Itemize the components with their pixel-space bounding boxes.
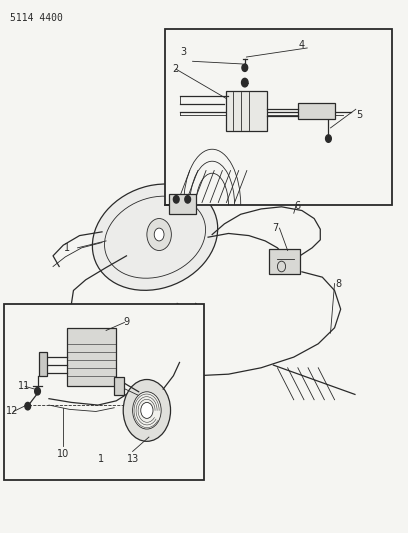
Circle shape xyxy=(140,356,158,379)
Text: 11: 11 xyxy=(18,382,30,391)
Text: 1: 1 xyxy=(64,243,71,253)
Circle shape xyxy=(173,196,179,203)
Bar xyxy=(4,304,204,480)
Text: 3: 3 xyxy=(180,47,187,57)
Circle shape xyxy=(25,402,31,410)
Text: 13: 13 xyxy=(126,455,139,464)
Circle shape xyxy=(185,196,191,203)
Circle shape xyxy=(326,135,331,142)
Text: 7: 7 xyxy=(272,223,279,233)
Text: 9: 9 xyxy=(123,318,130,327)
Bar xyxy=(269,249,300,274)
Circle shape xyxy=(133,392,161,429)
Circle shape xyxy=(147,219,171,251)
Bar xyxy=(169,194,196,214)
Bar xyxy=(114,377,124,395)
Text: 8: 8 xyxy=(335,279,342,288)
Ellipse shape xyxy=(92,184,218,290)
Circle shape xyxy=(154,228,164,241)
Text: 2: 2 xyxy=(172,64,179,74)
Bar xyxy=(165,29,392,205)
Bar xyxy=(226,91,267,131)
Circle shape xyxy=(123,379,171,441)
Bar xyxy=(298,103,335,119)
Text: 4: 4 xyxy=(299,40,305,50)
Text: 6: 6 xyxy=(295,201,301,211)
Text: 12: 12 xyxy=(6,407,18,416)
Text: 5: 5 xyxy=(356,110,362,119)
Bar xyxy=(39,352,47,376)
Circle shape xyxy=(141,402,153,418)
Text: 1: 1 xyxy=(98,455,104,464)
Text: 5114 4400: 5114 4400 xyxy=(10,13,63,23)
Circle shape xyxy=(35,387,40,395)
Text: 10: 10 xyxy=(57,449,69,459)
Bar xyxy=(67,328,116,386)
Circle shape xyxy=(242,78,248,87)
Circle shape xyxy=(129,342,169,393)
Circle shape xyxy=(242,64,248,71)
